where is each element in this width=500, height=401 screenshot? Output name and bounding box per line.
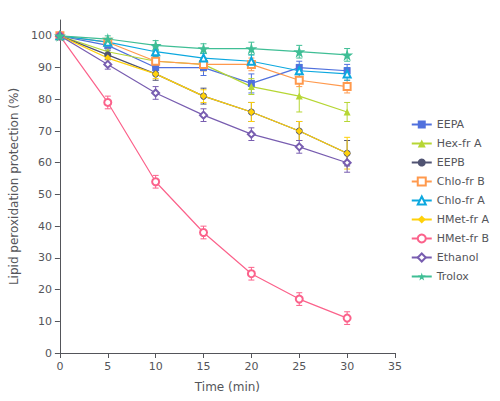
svg-text:25: 25 (292, 360, 306, 373)
svg-text:EEPA: EEPA (437, 118, 465, 131)
svg-text:15: 15 (197, 360, 211, 373)
svg-text:100: 100 (31, 29, 52, 42)
svg-text:Hex-fr A: Hex-fr A (437, 137, 482, 150)
svg-text:30: 30 (340, 360, 354, 373)
svg-text:Chlo-fr B: Chlo-fr B (437, 175, 485, 188)
svg-text:70: 70 (38, 125, 52, 138)
svg-text:Ethanol: Ethanol (437, 251, 479, 264)
svg-text:5: 5 (104, 360, 111, 373)
svg-text:20: 20 (38, 283, 52, 296)
svg-text:35: 35 (388, 360, 402, 373)
svg-text:30: 30 (38, 251, 52, 264)
svg-text:0: 0 (56, 360, 63, 373)
svg-text:60: 60 (38, 156, 52, 169)
svg-text:40: 40 (38, 220, 52, 233)
svg-text:80: 80 (38, 93, 52, 106)
svg-text:EEPB: EEPB (437, 156, 465, 169)
svg-text:Time (min): Time (min) (194, 380, 260, 394)
svg-text:20: 20 (244, 360, 258, 373)
svg-text:0: 0 (45, 347, 52, 360)
svg-text:50: 50 (38, 188, 52, 201)
svg-text:10: 10 (38, 315, 52, 328)
svg-text:10: 10 (149, 360, 163, 373)
svg-text:90: 90 (38, 61, 52, 74)
svg-text:Chlo-fr A: Chlo-fr A (437, 194, 486, 207)
svg-text:HMet-fr A: HMet-fr A (437, 213, 490, 226)
svg-text:Trolox: Trolox (436, 270, 470, 283)
svg-text:HMet-fr B: HMet-fr B (437, 232, 489, 245)
svg-text:Lipid peroxidation protection: Lipid peroxidation protection (%) (7, 88, 21, 285)
